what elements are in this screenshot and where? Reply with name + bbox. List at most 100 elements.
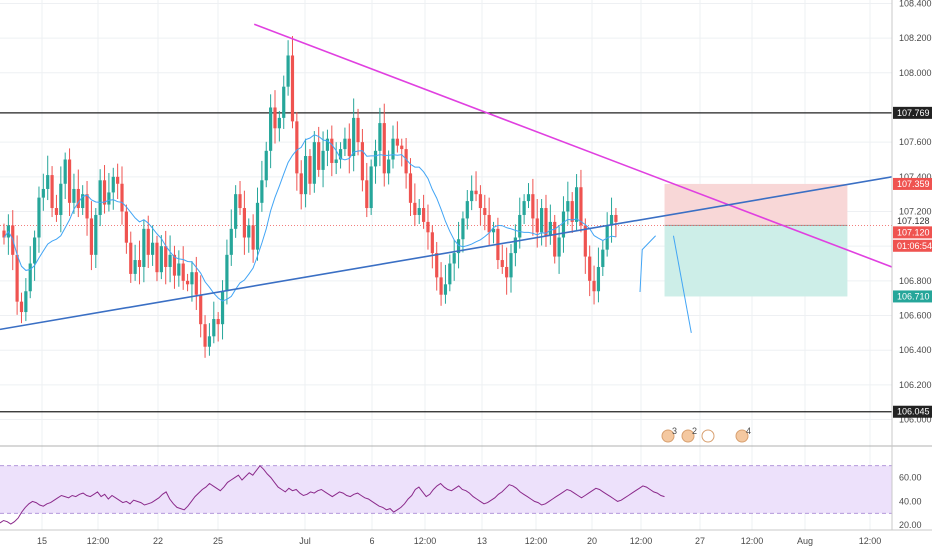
price-tag-label: 106.710 xyxy=(897,291,930,301)
candle-body xyxy=(522,201,526,215)
candle-body xyxy=(59,183,63,215)
candle-body xyxy=(185,280,190,285)
time-tick-label: 12:00 xyxy=(414,536,437,546)
candle-body xyxy=(421,208,426,222)
candle-body xyxy=(601,249,605,267)
candle-body xyxy=(448,263,452,285)
candle-body xyxy=(28,263,32,292)
candle-body xyxy=(67,159,72,203)
price-tag-label: 107.359 xyxy=(897,179,930,189)
candle-body xyxy=(352,117,356,157)
candle-body xyxy=(203,324,207,347)
candle-body xyxy=(85,194,89,219)
time-tick-label: 12:00 xyxy=(87,536,110,546)
time-tick-label: 12:00 xyxy=(525,536,548,546)
candle-body xyxy=(129,242,133,274)
candle-body xyxy=(500,260,504,267)
candle-body xyxy=(102,180,107,205)
candle-body xyxy=(378,123,382,151)
candle-body xyxy=(303,156,308,195)
candle-body xyxy=(413,202,417,215)
candle-body xyxy=(72,188,76,203)
candle-body xyxy=(46,175,50,189)
price-tick-label: 107.400 xyxy=(899,172,932,182)
candle-body xyxy=(395,138,399,146)
candle-body xyxy=(561,211,566,238)
time-tick-label: 12:00 xyxy=(630,536,653,546)
candle-body xyxy=(583,225,587,257)
time-tick-label: 20 xyxy=(587,536,597,546)
candle-body xyxy=(234,194,238,229)
candle-body xyxy=(181,263,185,281)
candle-body xyxy=(439,277,443,295)
candle-body xyxy=(269,107,273,151)
price-tick-label: 106.400 xyxy=(899,345,932,355)
candle-body xyxy=(373,150,378,167)
projection-up-arrow xyxy=(639,235,656,293)
candle-body xyxy=(334,159,338,163)
event-icon-gbp-badge: 2 xyxy=(692,426,697,436)
price-tag-level xyxy=(893,106,932,119)
candle-body xyxy=(557,237,561,257)
candle-body xyxy=(474,190,478,195)
price-tick-label: 106.200 xyxy=(899,380,932,390)
candle-body xyxy=(290,55,295,122)
price-tag-label: 106.045 xyxy=(897,407,930,417)
candle-body xyxy=(574,187,579,222)
candle-body xyxy=(172,254,177,276)
candle-body xyxy=(133,260,137,274)
candle-body xyxy=(247,225,251,238)
candle-body xyxy=(98,180,102,215)
time-tick-label: 22 xyxy=(153,536,163,546)
candle-body xyxy=(81,194,85,209)
candle-body xyxy=(417,208,421,215)
candle-body xyxy=(216,318,220,325)
price-tag-current xyxy=(893,226,932,239)
candle-body xyxy=(242,208,246,238)
candle-body xyxy=(24,291,28,313)
candle-body xyxy=(614,214,618,222)
candle-body xyxy=(391,138,395,160)
candle-body xyxy=(387,159,391,174)
candle-body xyxy=(199,294,203,325)
candle-body xyxy=(137,260,142,267)
take-profit-zone xyxy=(664,225,848,297)
candle-body xyxy=(168,254,172,267)
candle-body xyxy=(382,123,386,174)
candle-body xyxy=(404,149,408,174)
candle-body xyxy=(369,166,373,209)
candle-body xyxy=(89,218,94,255)
candle-body xyxy=(116,176,120,184)
candle-body xyxy=(570,201,574,222)
candle-body xyxy=(2,230,6,238)
candle-body xyxy=(37,197,41,238)
time-tick-label: 6 xyxy=(369,536,374,546)
candle-body xyxy=(54,208,59,215)
time-tick-label: 25 xyxy=(213,536,223,546)
rsi-tick-label: 60.00 xyxy=(899,473,922,483)
candle-body xyxy=(194,272,198,295)
candle-body xyxy=(518,214,522,238)
candle-body xyxy=(159,246,163,273)
candle-body xyxy=(63,159,67,184)
time-tick-label: Jul xyxy=(299,536,311,546)
candle-body xyxy=(505,266,509,278)
candle-body xyxy=(251,225,255,250)
candle-body xyxy=(426,221,430,233)
candle-body xyxy=(120,183,124,212)
event-icon-usd-badge: 3 xyxy=(672,426,677,436)
rsi-band xyxy=(0,465,892,514)
projection-down-arrow xyxy=(672,235,692,333)
candle-body xyxy=(164,246,168,267)
candle-body xyxy=(540,208,544,233)
candle-body xyxy=(509,253,513,278)
candle-body xyxy=(321,150,325,170)
candle-body xyxy=(360,142,365,181)
candle-body xyxy=(19,301,24,313)
candle-body xyxy=(220,291,225,325)
event-icon-jpy xyxy=(701,429,715,443)
time-tick-label: 15 xyxy=(37,536,47,546)
price-tag-plain xyxy=(893,214,932,227)
candle-body xyxy=(277,117,281,129)
